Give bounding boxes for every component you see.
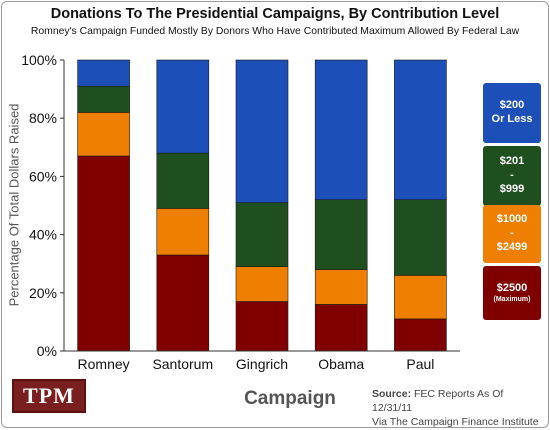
x-tick-label: Santorum bbox=[152, 356, 213, 372]
bar-segment-santorum-3 bbox=[156, 59, 210, 154]
bar-segment-santorum-1 bbox=[156, 208, 210, 256]
bar-segment-gingrich-0 bbox=[235, 301, 289, 352]
legend-label: $2500 bbox=[496, 281, 528, 294]
legend-item-2500-maximum: $2500 (Maximum) bbox=[483, 266, 541, 320]
bar-segment-santorum-2 bbox=[156, 152, 210, 209]
y-tick-label: 80% bbox=[29, 110, 57, 126]
bar-segment-gingrich-3 bbox=[235, 59, 289, 203]
y-tick-label: 40% bbox=[29, 227, 57, 243]
source-label: Source: bbox=[372, 388, 412, 400]
tpm-logo: TPM bbox=[12, 379, 86, 413]
bar-segment-obama-3 bbox=[314, 59, 368, 200]
bar-segment-romney-2 bbox=[77, 85, 130, 113]
bar-segment-paul-2 bbox=[394, 199, 447, 276]
bar-segment-gingrich-2 bbox=[235, 202, 289, 267]
x-axis-label: Campaign bbox=[244, 388, 336, 409]
x-tick-label: Romney bbox=[78, 356, 130, 372]
legend-item-1000-2499: $1000 - $2499 bbox=[483, 205, 541, 263]
chart-title: Donations To The Presidential Campaigns,… bbox=[50, 6, 500, 22]
x-tick-label: Gingrich bbox=[236, 356, 288, 372]
legend-label: $200 Or Less bbox=[491, 99, 533, 125]
bar-segment-obama-2 bbox=[314, 199, 368, 270]
legend-label: $201 - $999 bbox=[499, 155, 525, 195]
x-tick-label: Paul bbox=[406, 356, 434, 372]
y-tick-label: 100% bbox=[21, 52, 57, 68]
bar-segment-obama-1 bbox=[314, 269, 368, 305]
bar-segment-santorum-0 bbox=[156, 254, 210, 352]
source-line-2: Via The Campaign Finance Institute bbox=[372, 416, 539, 429]
bar-segment-paul-3 bbox=[394, 59, 447, 200]
bar-segment-romney-1 bbox=[77, 112, 130, 157]
bar-segment-romney-0 bbox=[77, 155, 130, 352]
legend-item-201-999: $201 - $999 bbox=[483, 146, 541, 206]
bar-segment-paul-0 bbox=[394, 318, 447, 352]
y-tick-label: 60% bbox=[29, 168, 57, 184]
bar-segment-paul-1 bbox=[394, 274, 447, 320]
bar-segment-gingrich-1 bbox=[235, 266, 289, 302]
source-line-1: FEC Reports As Of 12/31/11 bbox=[372, 388, 504, 415]
bar-segment-obama-0 bbox=[314, 304, 368, 352]
chart-subtitle: Romney's Campaign Funded Mostly By Donor… bbox=[30, 26, 520, 37]
legend-item-200-or-less: $200 Or Less bbox=[483, 83, 541, 143]
bar-segment-romney-3 bbox=[77, 59, 130, 87]
source-note: Source: FEC Reports As Of 12/31/11 Via T… bbox=[372, 387, 542, 430]
legend-label: $1000 - $2499 bbox=[496, 213, 528, 253]
y-tick-label: 0% bbox=[37, 343, 57, 359]
x-tick-label: Obama bbox=[318, 356, 364, 372]
legend-sublabel: (Maximum) bbox=[493, 295, 531, 303]
y-tick-label: 20% bbox=[29, 285, 57, 301]
